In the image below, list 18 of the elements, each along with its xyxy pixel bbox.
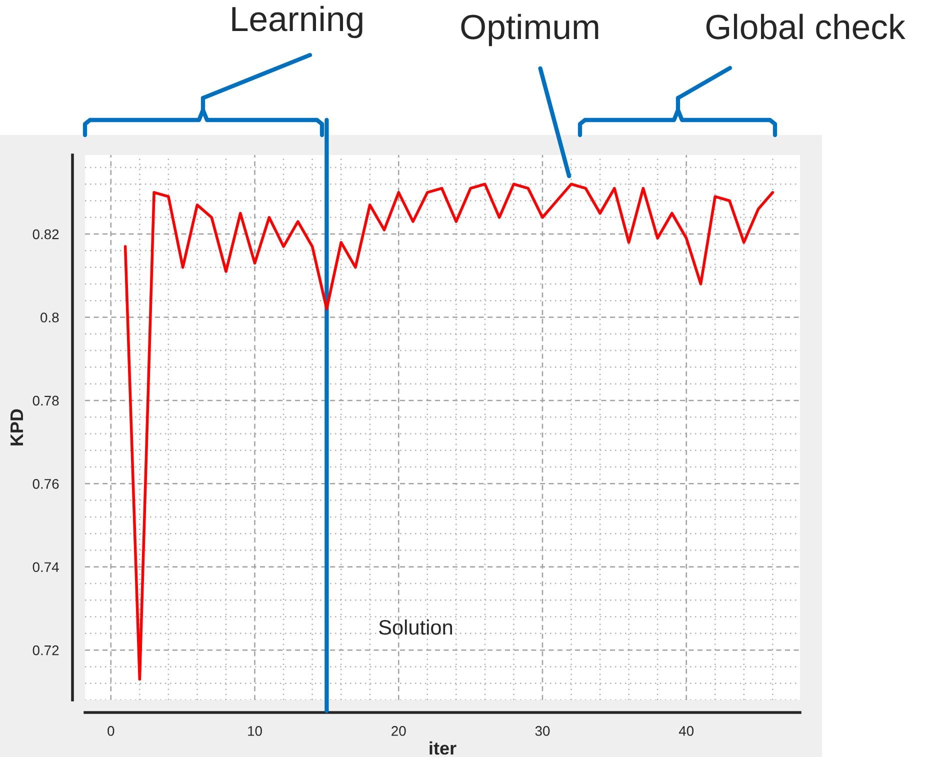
ref-line-label: Solution — [379, 619, 452, 635]
y-tick-label: 0.74 — [32, 562, 59, 572]
x-tick-label: 40 — [678, 726, 694, 736]
y-tick-label: 0.78 — [32, 396, 59, 406]
y-tick-label: 0.8 — [40, 312, 59, 322]
x-tick-label: 0 — [108, 726, 114, 736]
text: Global check — [706, 14, 906, 40]
y-tick-label: 0.76 — [32, 479, 59, 489]
y-axis-title: KPD — [10, 409, 23, 446]
y-tick-label: 0.82 — [32, 229, 59, 240]
x-tick-label: 20 — [392, 726, 406, 736]
x-tick-label: 10 — [248, 726, 262, 736]
text: Learning — [232, 6, 362, 38]
annotation: Optimum — [461, 14, 598, 46]
x-axis-title: iter — [430, 741, 456, 755]
x-tick-label: 30 — [535, 726, 550, 736]
y-tick-label: 0.72 — [32, 645, 59, 656]
line-series — [124, 182, 774, 681]
